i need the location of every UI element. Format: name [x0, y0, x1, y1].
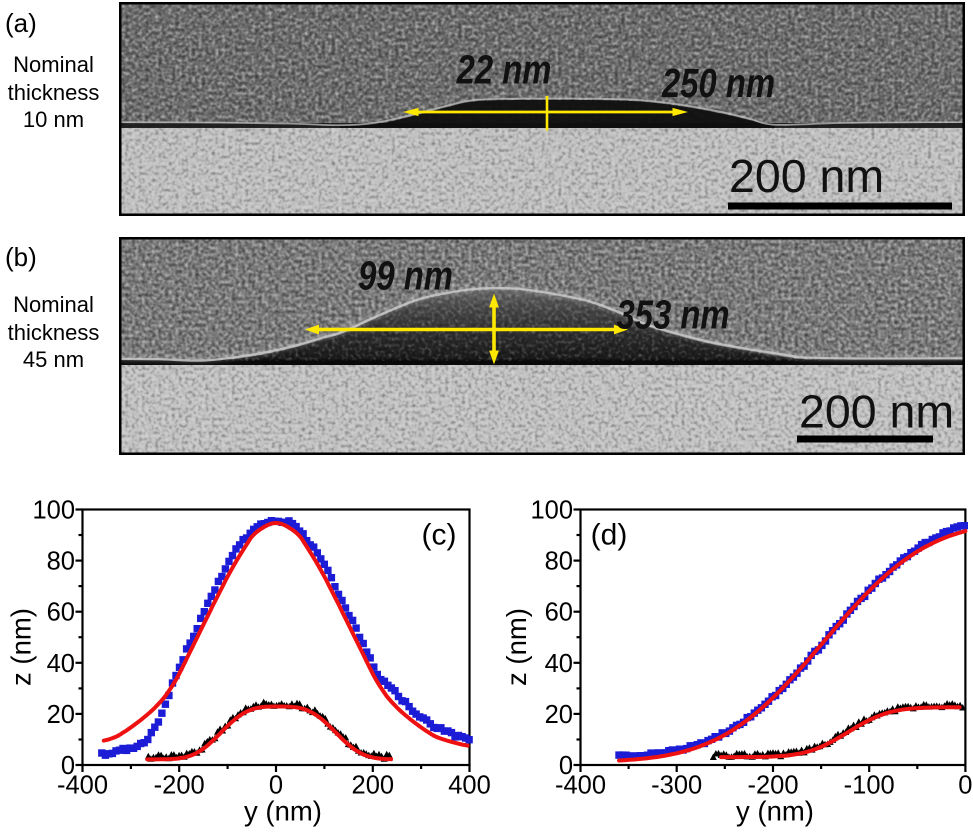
svg-text:z (nm): z (nm)	[6, 608, 37, 686]
svg-text:z (nm): z (nm)	[501, 608, 532, 686]
svg-text:20: 20	[545, 701, 573, 729]
svg-text:80: 80	[545, 548, 573, 576]
svg-text:y (nm): y (nm)	[244, 796, 322, 827]
svg-text:20: 20	[47, 701, 75, 729]
svg-text:100: 100	[530, 497, 573, 525]
svg-text:100: 100	[32, 497, 75, 525]
svg-text:200 nm: 200 nm	[799, 385, 954, 437]
svg-text:400: 400	[448, 772, 491, 800]
svg-text:40: 40	[47, 650, 75, 678]
svg-text:-200: -200	[747, 772, 798, 800]
svg-text:60: 60	[545, 599, 573, 627]
svg-text:353 nm: 353 nm	[617, 290, 730, 336]
svg-text:60: 60	[47, 599, 75, 627]
svg-text:40: 40	[545, 650, 573, 678]
svg-text:200 nm: 200 nm	[729, 150, 884, 202]
svg-text:y (nm): y (nm)	[736, 796, 814, 827]
svg-text:22 nm: 22 nm	[456, 46, 552, 92]
svg-text:99 nm: 99 nm	[358, 251, 453, 297]
svg-text:-400: -400	[555, 772, 606, 800]
svg-text:(d): (d)	[591, 519, 628, 552]
svg-text:0: 0	[958, 772, 972, 800]
svg-text:250 nm: 250 nm	[661, 59, 775, 105]
svg-text:0: 0	[559, 752, 573, 780]
svg-text:-200: -200	[154, 772, 205, 800]
svg-text:(c): (c)	[422, 519, 457, 552]
svg-text:200: 200	[352, 772, 395, 800]
svg-text:-300: -300	[651, 772, 702, 800]
svg-text:-100: -100	[844, 772, 895, 800]
svg-text:0: 0	[269, 772, 283, 800]
svg-text:80: 80	[47, 548, 75, 576]
svg-text:-400: -400	[57, 772, 108, 800]
svg-text:0: 0	[61, 752, 75, 780]
